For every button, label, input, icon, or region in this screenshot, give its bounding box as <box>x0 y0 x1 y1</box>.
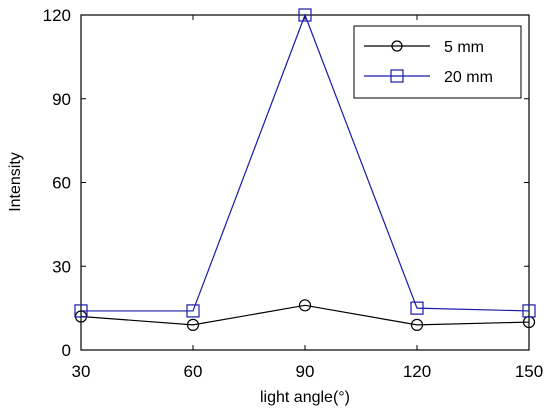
data-point-20mm <box>410 301 424 315</box>
x-axis-title: light angle(°) <box>260 389 350 406</box>
y-tick-label: 60 <box>52 174 71 193</box>
data-point-5mm <box>298 299 312 312</box>
legend-label-5mm: 5 mm <box>444 39 484 56</box>
data-point-20mm <box>186 304 200 318</box>
series-layer <box>74 8 536 331</box>
data-point-5mm <box>410 318 424 331</box>
series-line-5mm <box>80 304 530 326</box>
legend-box <box>353 25 522 99</box>
data-point-20mm <box>298 8 312 22</box>
data-point-20mm <box>74 304 88 318</box>
y-tick-label: 90 <box>52 90 71 109</box>
legend-marker-square <box>390 69 404 83</box>
legend-marker-circle <box>391 40 403 52</box>
y-tick-label: 120 <box>43 6 71 25</box>
legend: 5 mm 20 mm <box>353 25 522 99</box>
x-tick-label: 120 <box>403 362 431 381</box>
y-axis-title: Intensity <box>7 152 24 212</box>
data-point-5mm <box>186 318 200 331</box>
legend-label-20mm: 20 mm <box>444 69 493 86</box>
y-tick-label: 30 <box>52 257 71 276</box>
x-tick-label: 90 <box>296 362 315 381</box>
data-point-20mm <box>522 304 536 318</box>
x-tick-label: 30 <box>72 362 91 381</box>
x-tick-label: 150 <box>515 362 543 381</box>
series-line-20mm <box>81 13 530 312</box>
x-tick-label: 60 <box>184 362 203 381</box>
y-tick-label: 0 <box>62 341 71 360</box>
